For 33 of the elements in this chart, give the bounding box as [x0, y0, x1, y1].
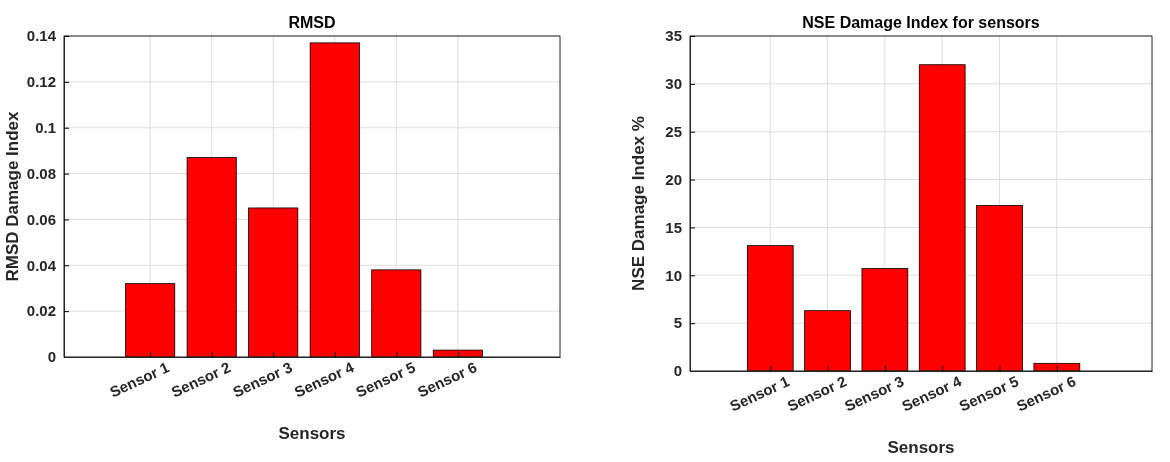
- y-tick-label: 0.12: [26, 73, 56, 91]
- bar: [186, 157, 237, 358]
- x-axis-title: Sensors: [278, 424, 346, 443]
- chart-title: NSE Damage Index for sensors: [802, 14, 1040, 31]
- y-tick-label: 0: [47, 348, 56, 366]
- y-tick-label: 0.06: [26, 210, 56, 228]
- y-tick-label: 0.02: [26, 302, 56, 320]
- bar: [861, 268, 909, 372]
- bar: [432, 349, 483, 358]
- bar: [125, 283, 176, 358]
- y-tick-label: 0.14: [26, 27, 57, 45]
- y-tick-label: 35: [665, 27, 682, 45]
- bar: [309, 42, 360, 358]
- y-tick-label: 0.08: [26, 164, 56, 182]
- y-tick-label: 25: [665, 123, 682, 141]
- y-tick-label: 20: [665, 170, 682, 188]
- y-axis-title: NSE Damage Index %: [629, 116, 648, 291]
- x-axis-title: Sensors: [887, 438, 955, 457]
- chart-title: RMSD: [288, 14, 336, 31]
- y-axis-title: RMSD Damage Index: [3, 110, 22, 282]
- y-tick-label: 0.04: [26, 256, 57, 274]
- bar: [371, 269, 422, 358]
- bar: [976, 205, 1023, 372]
- y-tick-label: 15: [665, 218, 682, 236]
- y-tick-label: 5: [673, 314, 682, 332]
- y-tick-label: 10: [665, 266, 682, 284]
- bar: [804, 310, 851, 372]
- bar: [248, 207, 299, 358]
- y-tick-label: 30: [665, 75, 682, 93]
- bar: [746, 245, 794, 372]
- bar: [918, 64, 966, 372]
- y-tick-label: 0: [673, 362, 682, 380]
- y-tick-label: 0.1: [35, 119, 56, 137]
